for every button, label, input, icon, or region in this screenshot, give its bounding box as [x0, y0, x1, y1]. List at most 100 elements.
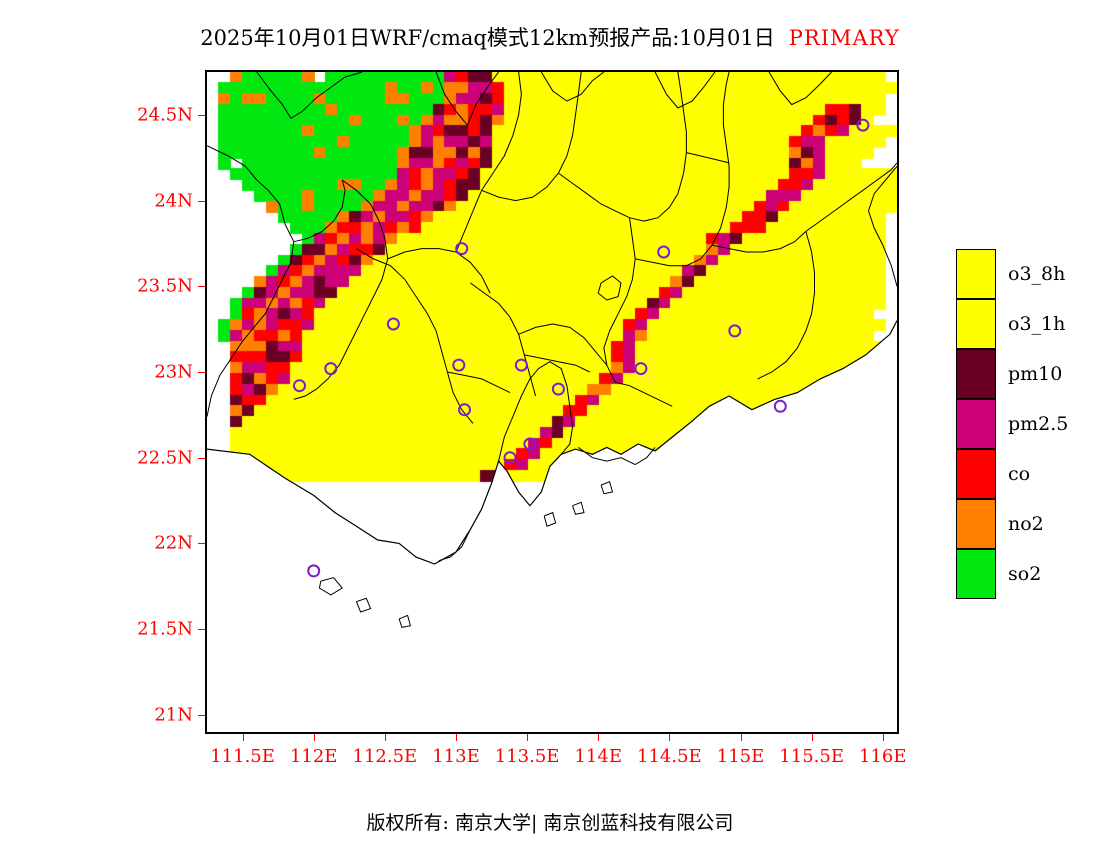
boundary-line — [293, 179, 346, 243]
legend-label-pm2-5: pm2.5 — [1008, 413, 1069, 435]
station-marker[interactable] — [551, 382, 565, 396]
legend-row: o3_1h — [956, 299, 1086, 349]
boundary-line — [435, 72, 500, 127]
y-axis-tick — [198, 629, 205, 631]
legend-row: so2 — [956, 549, 1086, 599]
boundary-line — [654, 72, 716, 109]
y-axis-label: 22.5N — [137, 447, 193, 469]
boundary-line — [469, 282, 537, 397]
x-axis-label: 112E — [289, 746, 338, 767]
y-axis-tick — [198, 543, 205, 545]
y-axis-tick — [198, 114, 205, 116]
boundary-line — [578, 446, 656, 466]
y-axis-label: 23.5N — [137, 275, 193, 297]
station-marker-layer — [293, 118, 870, 578]
boundary-line — [207, 145, 295, 417]
station-marker[interactable] — [773, 399, 787, 413]
boundary-line — [600, 481, 614, 495]
station-marker[interactable] — [455, 242, 469, 256]
legend-label-o3_1h: o3_1h — [1008, 313, 1066, 335]
station-marker[interactable] — [452, 358, 466, 372]
boundary-line — [256, 72, 363, 119]
x-axis-tick — [313, 734, 315, 741]
station-marker[interactable] — [523, 437, 537, 451]
boundary-line — [438, 529, 471, 562]
station-marker[interactable] — [634, 362, 648, 376]
x-axis-tick — [669, 734, 671, 741]
boundary-line — [867, 165, 897, 287]
y-axis-tick — [198, 372, 205, 373]
chart-title-primary: PRIMARY — [788, 26, 900, 50]
boundary-line — [805, 162, 897, 232]
station-marker[interactable] — [657, 245, 671, 259]
pollutant-legend: o3_8h o3_1h pm10 pm2.5 co no2 so2 — [956, 249, 1086, 599]
map-plot-area — [207, 72, 897, 732]
boundary-line — [398, 614, 412, 628]
legend-label-so2: so2 — [1008, 563, 1042, 585]
copyright-footer: 版权所有: 南京大学| 南京创蓝科技有限公司 — [366, 812, 734, 834]
station-marker[interactable] — [458, 403, 471, 417]
chart-title-main: 2025年10月01日WRF/cmaq模式12km预报产品:10月01日 — [200, 26, 775, 50]
boundary-line — [543, 511, 557, 527]
administrative-boundary-layer — [207, 72, 897, 628]
boundary-line — [355, 597, 372, 613]
boundary-line — [686, 152, 730, 164]
legend-label-o3_8h: o3_8h — [1008, 263, 1066, 285]
station-marker[interactable] — [324, 362, 338, 376]
map-plot-frame: 111.5E 112E 112.5E 113E 113.5E 114E 114.5E 115E… — [137, 70, 907, 767]
legend-label-no2: no2 — [1008, 513, 1044, 535]
boundary-line — [318, 577, 343, 596]
x-axis-label: 115E — [716, 746, 765, 767]
boundary-line — [711, 231, 807, 253]
x-axis-label: 116E — [859, 746, 907, 767]
x-axis-label: 111.5E — [210, 746, 275, 767]
y-axis-label: 22N — [154, 532, 193, 554]
legend-row: no2 — [956, 499, 1086, 549]
x-axis-tick — [811, 734, 813, 741]
station-marker[interactable] — [293, 379, 306, 393]
boundary-line — [768, 72, 832, 106]
x-axis-label: 112.5E — [352, 746, 418, 767]
x-axis-tick — [242, 734, 244, 741]
chart-title: 2025年10月01日WRF/cmaq模式12km预报产品:10月01日 PRIM… — [0, 22, 1100, 52]
station-marker[interactable] — [503, 451, 517, 465]
y-axis-tick — [198, 714, 205, 716]
legend-swatch-o3_1h — [956, 299, 996, 349]
legend-row: o3_8h — [956, 249, 1086, 299]
y-axis-label: 21N — [154, 704, 193, 726]
station-marker[interactable] — [386, 317, 400, 331]
station-marker[interactable] — [307, 564, 321, 578]
y-axis-label: 24N — [154, 190, 193, 212]
legend-swatch-pm10 — [956, 349, 996, 399]
boundary-line — [540, 72, 605, 102]
boundary-line — [518, 323, 616, 383]
x-axis-tick — [740, 734, 742, 741]
x-axis-tick — [455, 734, 457, 741]
boundary-line — [615, 381, 673, 407]
y-axis-label: 21.5N — [137, 618, 193, 640]
legend-swatch-o3_8h — [956, 249, 996, 299]
x-axis-label: 113.5E — [494, 746, 560, 767]
boundary-line — [635, 72, 730, 267]
x-axis-label: 114E — [574, 746, 622, 767]
legend-row: pm2.5 — [956, 399, 1086, 449]
station-marker[interactable] — [728, 324, 742, 338]
boundary-line — [757, 231, 815, 380]
legend-swatch-so2 — [956, 549, 996, 599]
station-marker[interactable] — [514, 358, 528, 372]
x-axis-tick — [384, 734, 386, 741]
boundary-line — [558, 72, 687, 222]
x-axis-label: 115.5E — [779, 746, 844, 767]
boundary-line — [447, 371, 511, 394]
boundary-line — [498, 361, 574, 462]
legend-swatch-pm2-5 — [956, 399, 996, 449]
station-marker[interactable] — [856, 118, 870, 132]
y-axis-label: 24.5N — [137, 104, 193, 126]
y-axis-tick — [198, 200, 205, 202]
y-axis-tick — [198, 457, 205, 459]
x-axis-tick — [882, 734, 884, 741]
boundary-line — [207, 320, 897, 565]
y-axis-tick — [198, 286, 205, 288]
legend-row: pm10 — [956, 349, 1086, 399]
boundary-line — [356, 248, 474, 424]
